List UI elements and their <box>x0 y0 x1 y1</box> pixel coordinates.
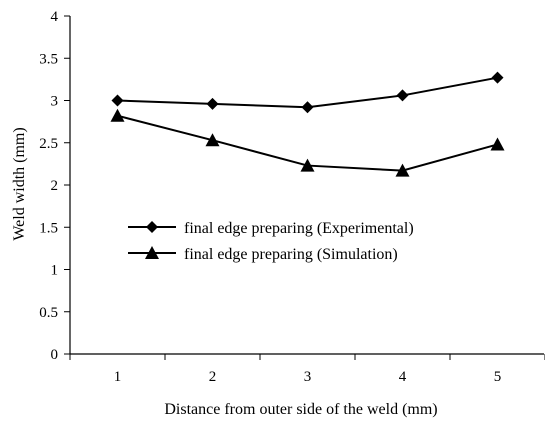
x-tick-label: 1 <box>114 369 122 385</box>
data-point-diamond <box>301 101 314 114</box>
axes <box>64 15 545 360</box>
x-tick-label: 3 <box>304 369 312 385</box>
y-tick-label: 3.5 <box>39 51 58 67</box>
data-point-triangle <box>300 158 315 172</box>
x-tick-label: 2 <box>209 369 217 385</box>
series-layer <box>110 71 505 177</box>
x-tick-label: 4 <box>399 369 407 385</box>
data-point-triangle <box>110 108 125 122</box>
y-axis-title: Weld width (mm) <box>11 127 28 240</box>
legend-marker-simulation <box>145 246 159 259</box>
data-point-diamond <box>491 71 504 84</box>
data-point-triangle <box>395 163 410 177</box>
y-tick-labels: 0 0.5 1 1.5 2 2.5 3 3.5 4 <box>39 9 58 363</box>
data-point-triangle <box>490 137 505 151</box>
legend-label-simulation: final edge preparing (Simulation) <box>184 246 398 263</box>
y-tick-label: 2 <box>51 178 59 194</box>
y-tick-label: 4 <box>51 9 59 25</box>
data-point-diamond <box>396 89 409 102</box>
legend: final edge preparing (Experimental) fina… <box>128 220 414 263</box>
y-tick-label: 0.5 <box>39 305 58 321</box>
data-point-diamond <box>111 94 124 107</box>
legend-marker-experimental <box>146 221 158 233</box>
x-tick-labels: 1 2 3 4 5 <box>114 369 502 385</box>
y-tick-label: 1.5 <box>39 220 58 236</box>
data-point-triangle <box>205 133 220 147</box>
y-tick-label: 1 <box>51 263 59 279</box>
x-axis-title: Distance from outer side of the weld (mm… <box>164 401 437 418</box>
y-tick-label: 2.5 <box>39 136 58 152</box>
data-point-diamond <box>206 97 219 110</box>
legend-label-experimental: final edge preparing (Experimental) <box>184 220 414 237</box>
y-tick-label: 0 <box>51 347 59 363</box>
y-tick-label: 3 <box>51 94 59 110</box>
x-tick-label: 5 <box>494 369 502 385</box>
